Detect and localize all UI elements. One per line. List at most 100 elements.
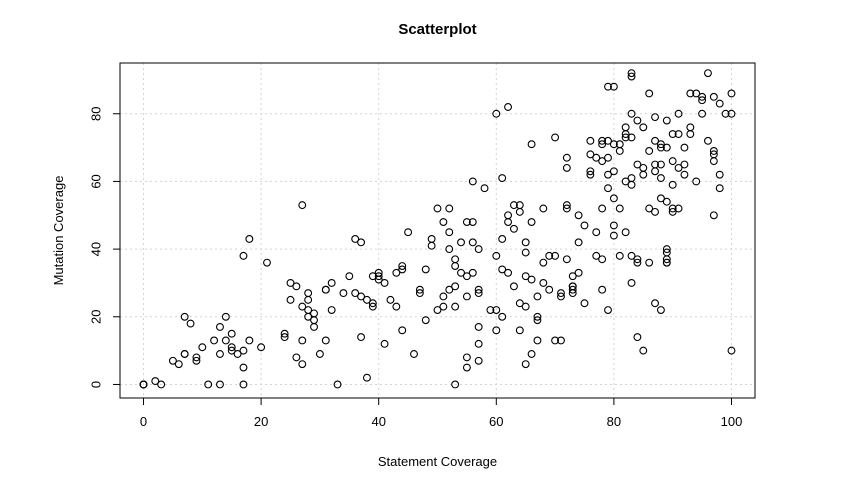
data-point [386,295,395,304]
data-point [621,123,630,132]
data-point [151,377,160,386]
data-point [480,184,489,193]
data-point [580,299,589,308]
data-point [451,302,460,311]
data-point [368,272,377,281]
data-point [139,380,148,389]
data-point [586,150,595,159]
data-point [509,282,518,291]
data-point [627,109,636,118]
data-point [551,251,560,260]
data-point [239,251,248,260]
data-point [380,278,389,287]
data-point [639,346,648,355]
data-point [668,157,677,166]
data-point [362,373,371,382]
data-point [698,109,707,118]
data-point [404,228,413,237]
data-point [298,201,307,210]
data-point [439,292,448,301]
data-point [604,153,612,162]
data-point [239,380,248,389]
data-point [680,143,689,152]
data-point [192,356,201,365]
data-point [421,316,430,325]
data-point [498,174,507,183]
data-point [598,157,607,166]
data-point [656,160,665,169]
data-point [633,258,642,267]
data-point [604,306,612,314]
data-point [362,295,371,304]
data-point [715,99,724,108]
data-point [662,255,671,264]
data-point [604,184,612,193]
data-point [498,265,507,274]
data-point [462,218,471,226]
data-point [686,130,695,139]
data-point [662,116,671,125]
data-point [551,336,560,345]
data-point [445,228,454,237]
data-point [674,163,683,172]
data-point [527,218,536,226]
data-point [633,255,642,264]
data-point [592,153,601,162]
data-point [662,245,671,254]
data-point [627,133,636,142]
data-point [604,136,612,145]
data-point [539,204,548,213]
data-point [180,312,189,321]
data-point [298,302,307,311]
data-point [351,235,360,243]
data-point [562,255,571,264]
grid-lines [120,63,755,398]
data-point [292,282,301,291]
data-point [427,241,436,250]
data-point [586,136,595,145]
data-point [257,343,266,352]
data-point [557,292,565,301]
data-point [286,295,295,304]
data-point [433,204,442,213]
data-point [604,170,612,179]
data-point [639,163,648,172]
data-point [621,228,630,237]
data-point [392,268,401,277]
data-point [462,272,471,281]
y-tick-label: 40 [89,242,104,256]
data-point [180,350,189,358]
data-point [474,285,483,294]
data-point [533,312,542,321]
y-axis-label: Mutation Coverage [51,176,66,286]
data-point [527,275,536,284]
y-tick-label: 20 [89,310,104,324]
data-point [662,197,671,206]
data-point [474,245,483,254]
data-point [574,268,583,277]
data-point [216,380,224,389]
data-point [304,295,313,304]
data-point [580,221,589,230]
x-tick-label: 80 [607,414,621,429]
data-point [633,160,642,169]
data-point [686,123,695,132]
data-point [474,289,483,298]
data-point [651,299,659,308]
data-point [715,170,724,179]
data-point [227,343,236,352]
data-point [515,299,524,308]
data-point [609,140,618,149]
data-point [345,272,354,281]
data-point [468,238,477,247]
data-point [368,302,377,311]
data-point [474,356,483,365]
data-point [539,278,548,287]
data-point [521,248,530,257]
data-point [698,96,707,105]
data-point [457,238,465,247]
data-point [727,109,736,118]
data-point [586,170,595,179]
data-point [457,268,465,277]
data-point [292,353,301,362]
